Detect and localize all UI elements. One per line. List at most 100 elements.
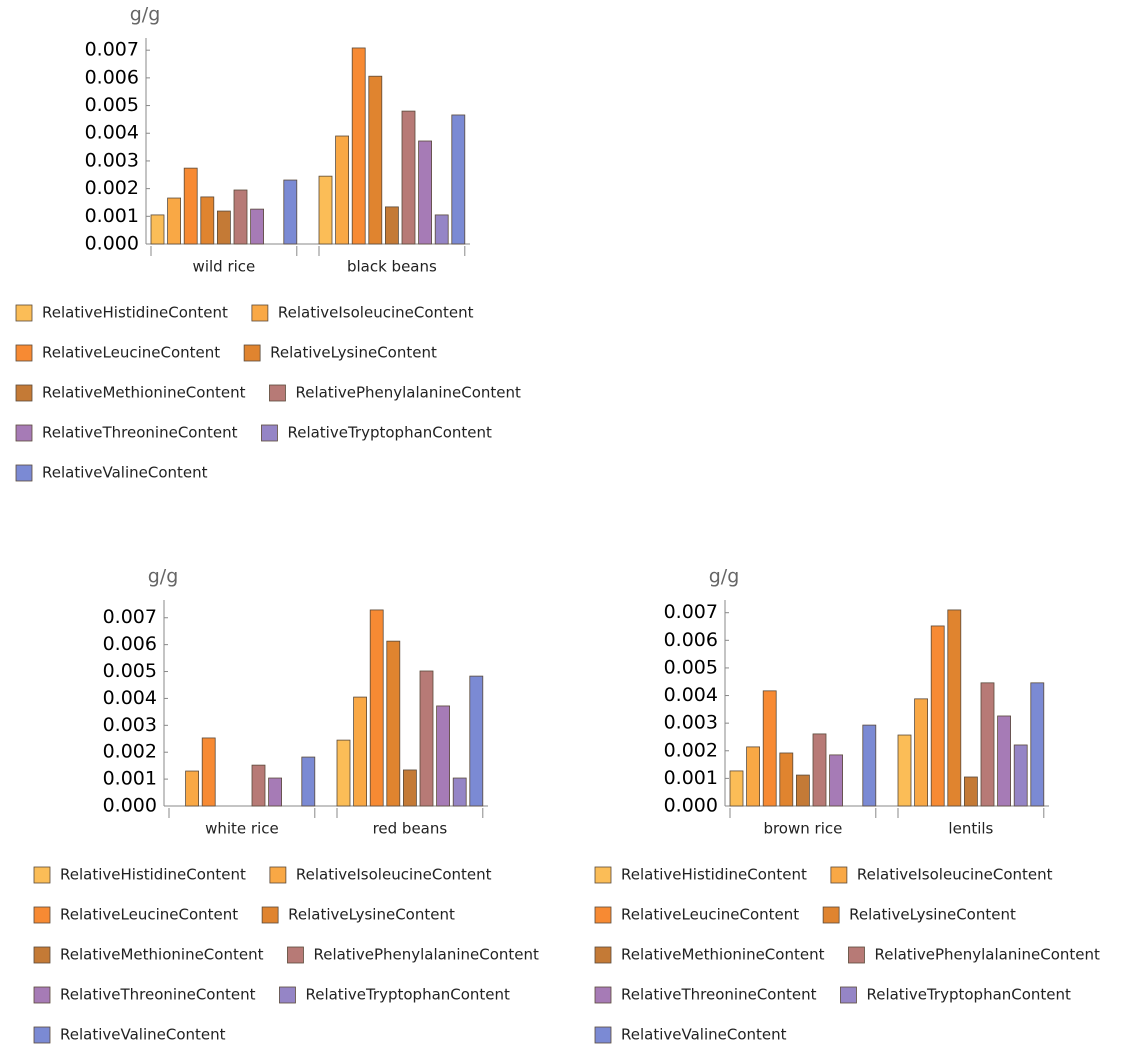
bar — [451, 114, 466, 245]
bar — [469, 675, 484, 807]
bar — [386, 640, 401, 807]
chart: g/g 0.000 0.001 0.002 0.003 0.004 0.005 0.006 0.… — [15, 4, 521, 482]
x-tick-label: brown rice — [763, 820, 842, 838]
legend-label: RelativeLysineContent — [270, 344, 437, 362]
legend-swatch — [594, 906, 612, 924]
legend-label: RelativePhenylalanineContent — [295, 384, 521, 402]
x-tick-label: wild rice — [193, 258, 256, 276]
y-tick-label: 0.001 — [103, 768, 157, 790]
x-tick-label: white rice — [205, 820, 279, 838]
bar — [167, 197, 182, 245]
y-tick-label: 0.002 — [664, 739, 718, 761]
legend-label: RelativeLysineContent — [288, 906, 455, 924]
legend-label: RelativeTryptophanContent — [287, 424, 492, 442]
y-tick-label: 0.000 — [664, 795, 718, 817]
bar — [268, 777, 283, 807]
legend-label: RelativeValineContent — [42, 464, 208, 482]
legend-label: RelativeHistidineContent — [42, 304, 228, 322]
y-tick-label: 0.005 — [85, 94, 139, 116]
bar — [762, 690, 777, 807]
y-tick-label: 0.004 — [103, 687, 157, 709]
legend-label: RelativeLeucineContent — [42, 344, 220, 362]
legend-swatch — [594, 946, 612, 964]
legend-swatch — [33, 1026, 51, 1044]
legend-label: RelativeHistidineContent — [60, 866, 246, 884]
legend-label: RelativeLeucineContent — [621, 906, 799, 924]
bar — [369, 609, 384, 807]
legend-swatch — [594, 986, 612, 1004]
bar — [336, 739, 351, 807]
legend-label: RelativeHistidineContent — [621, 866, 807, 884]
bar — [980, 682, 995, 807]
bar — [997, 715, 1012, 807]
y-tick-label: 0.005 — [103, 660, 157, 682]
bar — [368, 75, 383, 245]
bar — [812, 733, 827, 807]
bar — [250, 208, 265, 245]
bar — [947, 609, 962, 807]
bar — [419, 670, 434, 807]
legend-swatch — [830, 866, 848, 884]
x-tick-label: black beans — [347, 258, 437, 276]
y-tick-label: 0.004 — [85, 122, 139, 144]
bar — [914, 698, 929, 807]
legend-label: RelativeThreonineContent — [42, 424, 238, 442]
bar — [829, 754, 844, 807]
legend-label: RelativePhenylalanineContent — [874, 946, 1100, 964]
bar — [795, 774, 810, 807]
legend-swatch — [594, 866, 612, 884]
y-tick-label: 0.006 — [85, 66, 139, 88]
legend-swatch — [269, 866, 287, 884]
bar — [897, 734, 912, 807]
y-axis-label: g/g — [148, 566, 179, 588]
bar — [318, 175, 333, 245]
bar — [200, 196, 215, 245]
y-axis-label: g/g — [709, 566, 740, 588]
bar — [746, 746, 761, 807]
bar — [402, 769, 417, 807]
y-tick-label: 0.003 — [664, 712, 718, 734]
legend-swatch — [594, 1026, 612, 1044]
bar — [185, 770, 200, 807]
bar — [401, 110, 416, 245]
legend-label: RelativeLysineContent — [849, 906, 1016, 924]
bar — [963, 776, 978, 807]
legend-swatch — [840, 986, 857, 1004]
bar — [930, 625, 945, 807]
legend-swatch — [261, 424, 278, 442]
legend-label: RelativePhenylalanineContent — [313, 946, 539, 964]
legend-label: RelativeMethionineContent — [60, 946, 264, 964]
bar — [1030, 682, 1045, 807]
y-axis-label: g/g — [130, 4, 161, 26]
bar — [233, 189, 248, 245]
legend-swatch — [33, 866, 51, 884]
bar — [862, 724, 877, 807]
y-tick-label: 0.003 — [103, 714, 157, 736]
y-tick-label: 0.005 — [664, 656, 718, 678]
bar — [452, 777, 467, 807]
bar — [779, 752, 794, 807]
y-tick-label: 0.002 — [85, 177, 139, 199]
y-tick-label: 0.007 — [664, 601, 718, 623]
y-tick-label: 0.001 — [85, 205, 139, 227]
legend-swatch — [33, 906, 51, 924]
bar — [384, 206, 399, 245]
legend-label: RelativeIsoleucineContent — [857, 866, 1053, 884]
bar — [201, 737, 216, 807]
y-tick-label: 0.007 — [103, 606, 157, 628]
x-tick-label: red beans — [373, 820, 448, 838]
bar — [353, 696, 368, 807]
chart: g/g 0.000 0.001 0.002 0.003 0.004 0.005 0.006 0.… — [594, 566, 1100, 1044]
legend-swatch — [33, 946, 51, 964]
legend-label: RelativeMethionineContent — [42, 384, 246, 402]
legend-label: RelativeTryptophanContent — [866, 986, 1071, 1004]
chart: g/g 0.000 0.001 0.002 0.003 0.004 0.005 0.006 0.… — [33, 566, 539, 1044]
legend-swatch — [15, 424, 33, 442]
legend-label: RelativeValineContent — [60, 1026, 226, 1044]
legend-label: RelativeThreonineContent — [60, 986, 256, 1004]
legend-swatch — [261, 906, 279, 924]
bar — [434, 214, 449, 245]
bar — [301, 756, 316, 807]
legend-swatch — [33, 986, 51, 1004]
legend-swatch — [15, 344, 33, 362]
